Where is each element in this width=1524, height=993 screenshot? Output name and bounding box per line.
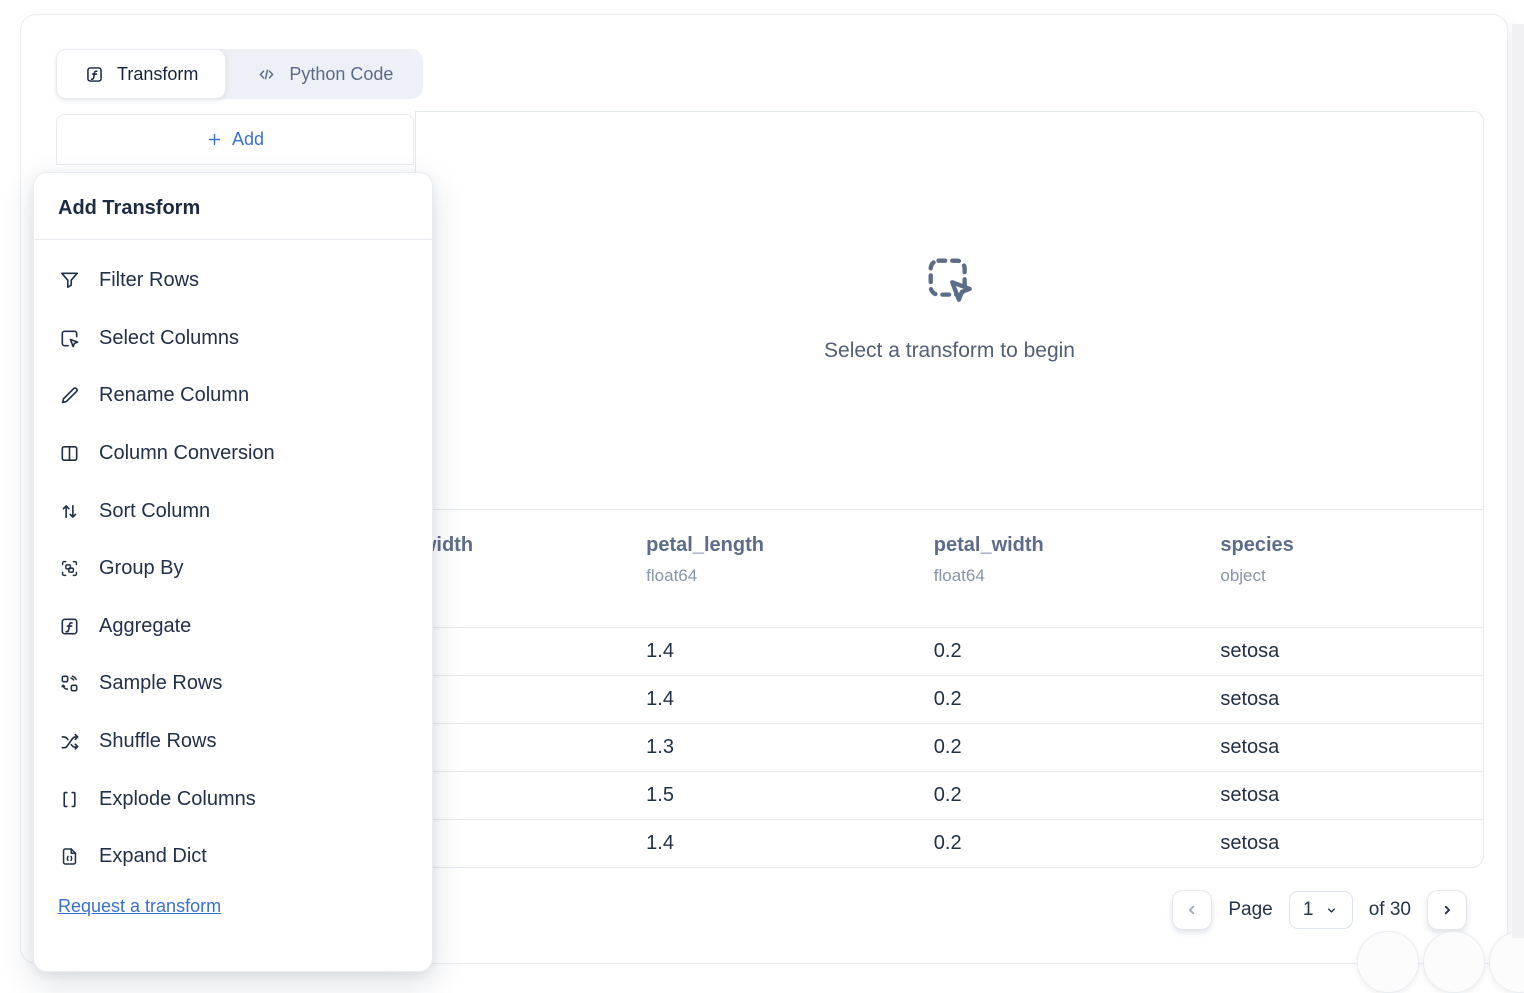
table-cell: setosa [1220,736,1280,758]
chevron-right-icon [1444,905,1450,915]
add-transform-button[interactable]: Add [206,129,264,150]
menu-item-filter-rows[interactable]: Filter Rows [34,252,432,310]
chevron-left-icon [1189,905,1195,915]
cutoff-round-button[interactable] [1423,931,1485,993]
scrollbar-gutter [1512,24,1524,938]
arrows-up-down-icon [62,504,77,518]
next-page-button[interactable] [1427,890,1467,930]
select-cursor-icon [928,258,972,302]
function-square-icon [61,618,78,635]
menu-item-sort-column[interactable]: Sort Column [34,482,432,540]
add-transform-menu: Add Transform Filter Rows Select Columns… [33,172,433,972]
table-row: 1.5 0.2 setosa [57,771,1483,819]
menu-items: Filter Rows Select Columns Rename Column… [34,240,432,886]
column-header-petal-length: petal_length float64 [646,534,764,585]
plus-icon [208,133,221,146]
table-cell: setosa [1220,832,1280,854]
page-select[interactable]: 1 [1288,891,1353,929]
table-row: 1.4 0.2 setosa [57,675,1483,723]
table-cell: 1.4 [646,640,674,662]
sample-rows-icon [61,675,78,692]
code-icon [259,69,274,79]
menu-item-explode-columns[interactable]: Explode Columns [34,770,432,828]
page-total: of 30 [1368,899,1411,920]
tab-transform[interactable]: Transform [56,49,227,99]
add-button-label: Add [231,129,265,149]
table-cell: 1.3 [646,736,674,758]
box-select-cursor-icon [61,330,79,348]
table-cell: setosa [1220,784,1280,806]
shuffle-icon [61,733,79,750]
menu-item-select-columns[interactable]: Select Columns [34,310,432,368]
tab-python-code[interactable]: Python Code [226,49,423,99]
table-row: 1.4 0.2 setosa [57,627,1483,675]
column-header-petal-width: petal_width float64 [933,534,1044,585]
menu-item-column-conversion[interactable]: Column Conversion [34,425,432,483]
tab-python-code-label: Python Code [289,63,394,84]
menu-item-expand-dict[interactable]: Expand Dict [34,828,432,886]
menu-title: Add Transform [34,173,432,240]
request-transform-link[interactable]: Request a transform [58,895,222,916]
cutoff-round-button[interactable] [1357,931,1419,993]
transform-list-panel: Add [56,114,414,165]
pagination: Page 1 of 30 [1172,890,1467,930]
table-cell: setosa [1220,688,1280,710]
group-icon [61,561,78,577]
columns-icon [61,446,78,462]
pencil-icon [61,387,78,404]
table-header-row: sepal_width petal_length float64 petal_w… [57,510,1483,627]
table-cell: 0.2 [933,640,962,662]
menu-item-group-by[interactable]: Group By [34,540,432,598]
tab-transform-label: Transform [117,63,199,84]
table-cell: 1.4 [646,832,674,854]
view-tabbar: Transform Python Code [56,49,424,99]
page-label: Page [1228,899,1273,920]
table-row: 1.3 0.2 setosa [57,723,1483,771]
empty-state-message: Select a transform to begin [824,339,1075,362]
prev-page-button[interactable] [1172,890,1213,930]
file-braces-icon [62,848,77,865]
function-square-icon [87,66,102,82]
table-cell: 1.4 [646,688,674,710]
menu-item-sample-rows[interactable]: Sample Rows [34,655,432,713]
column-header-species: species object [1220,534,1294,585]
menu-item-rename-column[interactable]: Rename Column [34,367,432,425]
table-row: 1.4 0.2 setosa [57,819,1483,867]
menu-item-aggregate[interactable]: Aggregate [34,598,432,656]
chevron-down-icon [1327,907,1335,913]
brackets-icon [63,791,76,807]
empty-state: Select a transform to begin [416,112,1483,509]
table-cell: 0.2 [933,784,962,806]
cutoff-round-button[interactable] [1489,931,1524,993]
table-cell: 0.2 [933,736,962,758]
transform-detail-panel: Select a transform to begin [415,111,1484,509]
page-select-value: 1 [1302,899,1314,920]
table-cell: setosa [1220,640,1280,662]
filter-funnel-icon [61,272,78,289]
table-cell: 1.5 [646,784,674,806]
menu-item-shuffle-rows[interactable]: Shuffle Rows [34,713,432,771]
table-cell: 0.2 [933,832,962,854]
table-cell: 0.2 [933,688,962,710]
